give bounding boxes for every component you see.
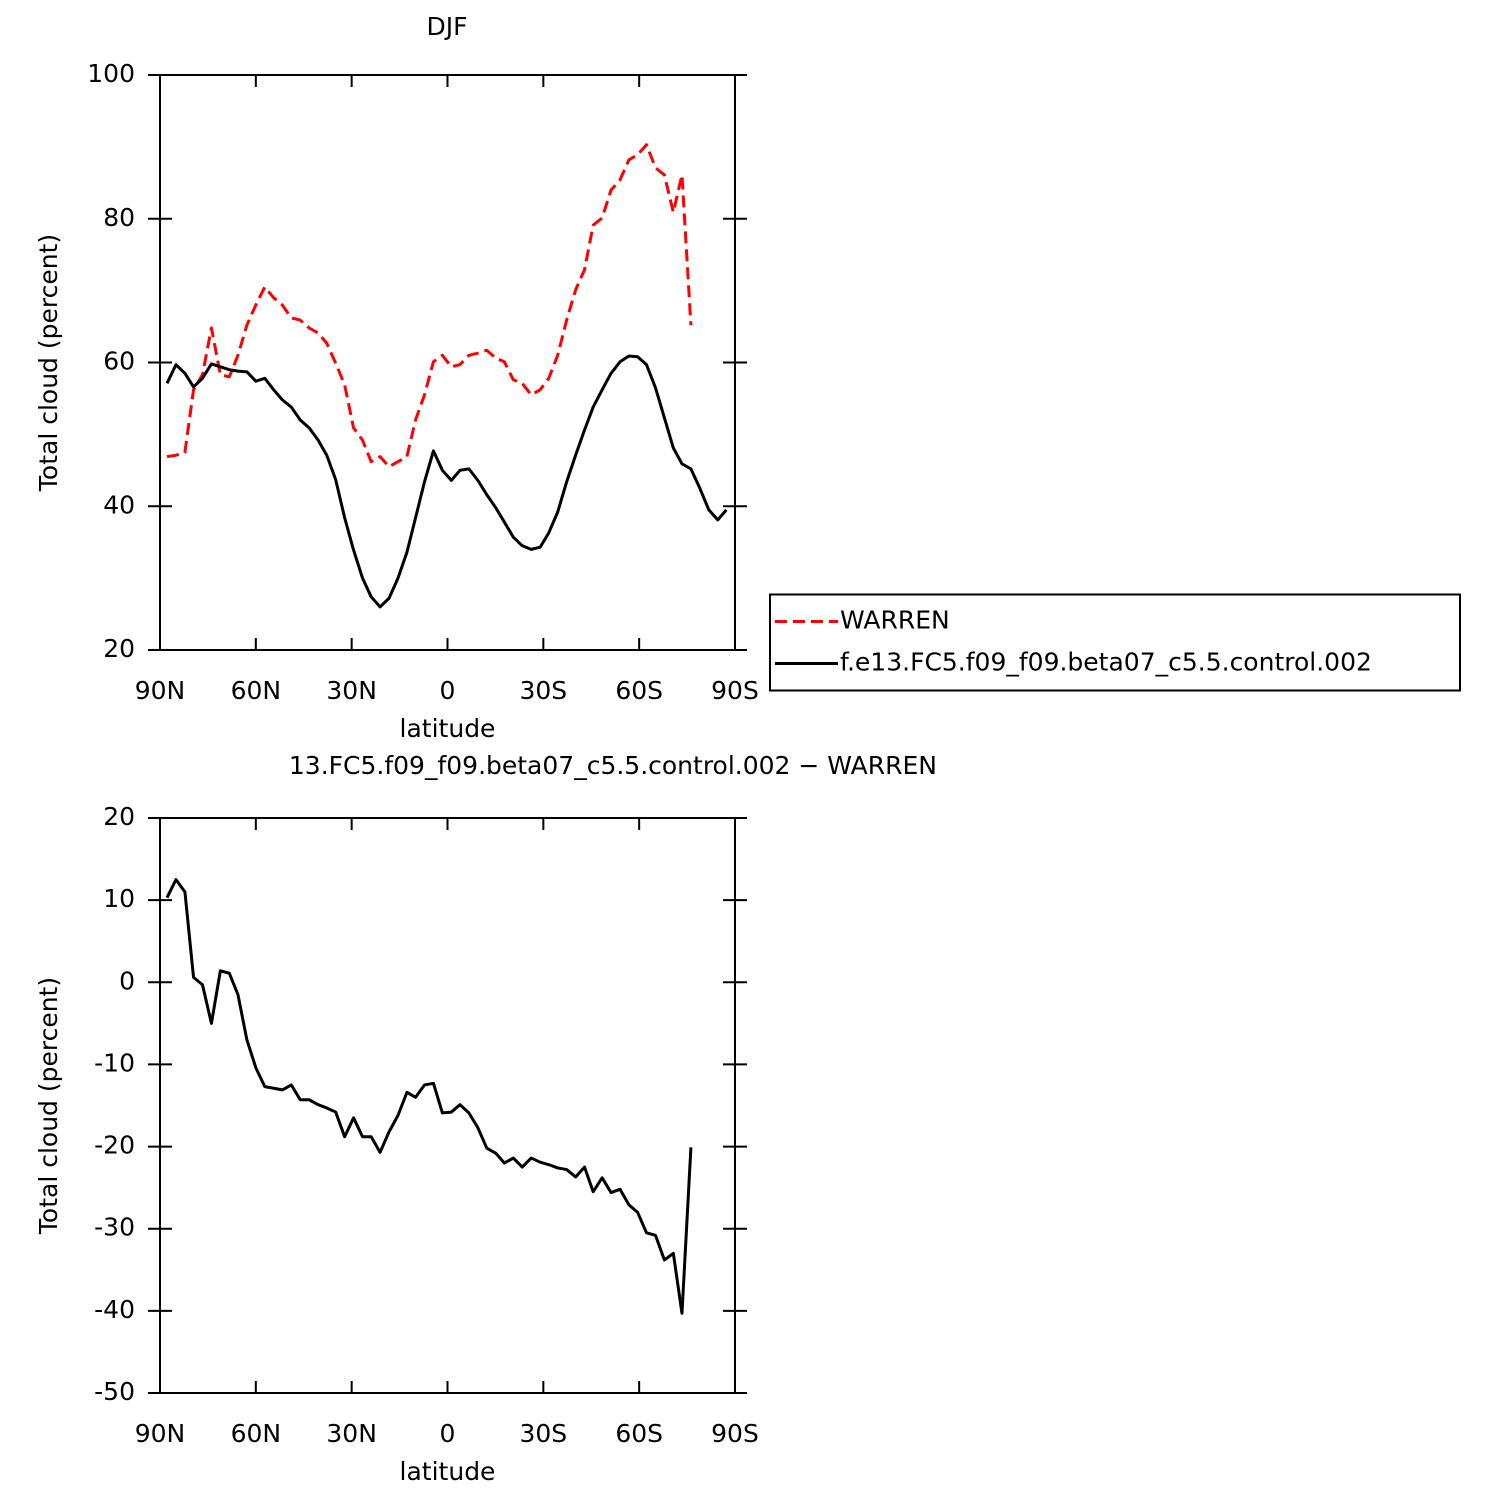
y-tick-label: 0 (119, 966, 135, 995)
series-line (165, 878, 693, 1315)
y-tick-label: -20 (94, 1131, 135, 1160)
x-tick-label: 90N (135, 1419, 186, 1448)
series-line (165, 354, 728, 609)
y-tick-label: -50 (94, 1377, 135, 1406)
plot-frame (159, 817, 736, 1394)
chart-title: DJF (426, 12, 467, 41)
chart-title: 13.FC5.f09_f09.beta07_c5.5.control.002 −… (289, 751, 937, 780)
y-tick-label: 40 (103, 490, 135, 519)
legend-label: WARREN (840, 606, 950, 635)
x-tick-label: 90S (711, 1419, 759, 1448)
y-tick-label: 60 (103, 347, 135, 376)
y-axis-label: Total cloud (percent) (34, 234, 63, 492)
x-tick-label: 30N (326, 1419, 377, 1448)
legend-label: f.e13.FC5.f09_f09.beta07_c5.5.control.00… (840, 648, 1372, 677)
legend-box (769, 593, 1461, 692)
y-axis-label: Total cloud (percent) (34, 977, 63, 1235)
x-axis-label: latitude (400, 714, 496, 743)
x-tick-label: 60S (615, 676, 663, 705)
x-tick-label: 60S (615, 1419, 663, 1448)
y-tick-label: 20 (103, 634, 135, 663)
legend: WARREN f.e13.FC5.f09_f09.beta07_c5.5.cont… (769, 593, 1461, 692)
x-tick-label: 90N (135, 676, 186, 705)
x-tick-label: 60N (231, 1419, 282, 1448)
x-tick-label: 30N (326, 676, 377, 705)
y-tick-label: -10 (94, 1048, 135, 1077)
y-tick-label: 10 (103, 884, 135, 913)
x-tick-label: 30S (519, 676, 567, 705)
y-tick-label: -30 (94, 1213, 135, 1242)
x-tick-label: 0 (440, 676, 456, 705)
x-tick-label: 90S (711, 676, 759, 705)
x-tick-label: 0 (440, 1419, 456, 1448)
y-tick-label: -40 (94, 1295, 135, 1324)
x-tick-label: 30S (519, 1419, 567, 1448)
x-tick-label: 60N (231, 676, 282, 705)
x-axis-label: latitude (400, 1457, 496, 1486)
y-tick-label: 80 (103, 203, 135, 232)
y-tick-label: 20 (103, 802, 135, 831)
y-tick-label: 100 (87, 59, 135, 88)
series-line (166, 143, 693, 469)
